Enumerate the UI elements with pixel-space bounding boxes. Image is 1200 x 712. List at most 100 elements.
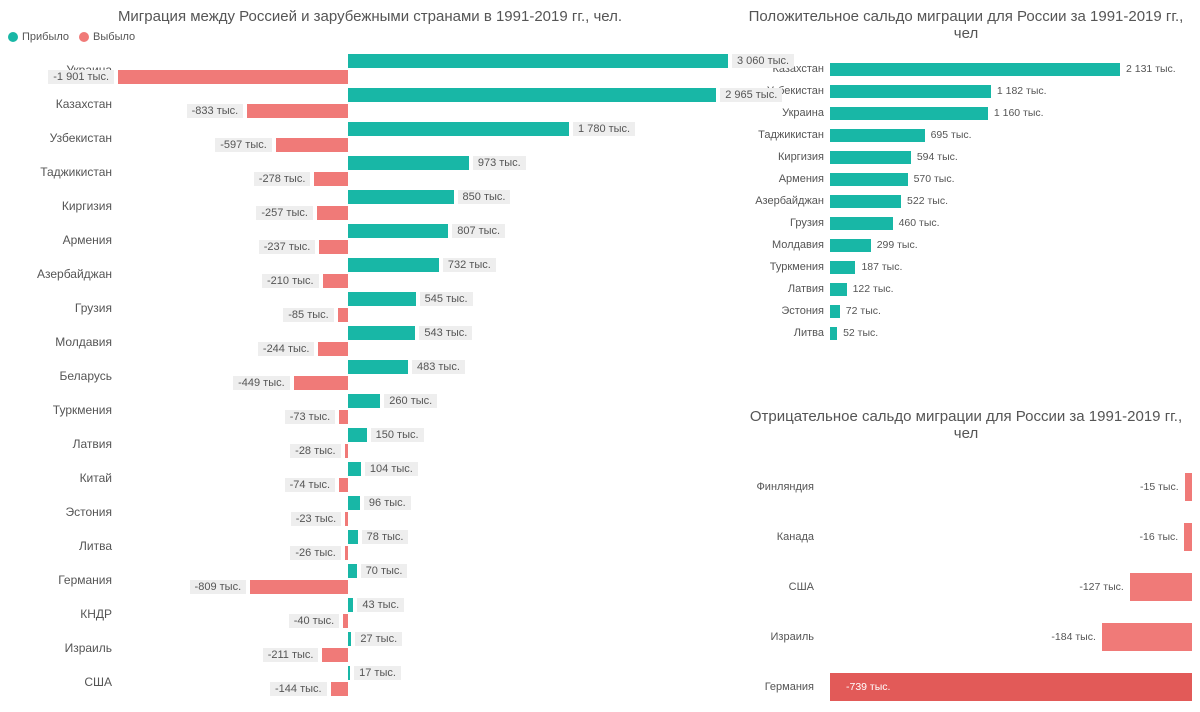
pos-bar	[348, 428, 367, 442]
pos-bar	[348, 360, 408, 374]
right-bottom-rows: Финляндия-15 тыс.Канада-16 тыс. США-127 т…	[740, 462, 1192, 712]
neg-bar-container: -26 тыс.	[290, 546, 348, 560]
pos-value-label: 104 тыс.	[365, 462, 418, 476]
neg-value-label: -23 тыс.	[291, 512, 341, 526]
neg-bar	[323, 274, 348, 288]
neg-bar-container: -85 тыс.	[283, 308, 348, 322]
neg-bar-container: -23 тыс.	[291, 512, 348, 526]
diverging-bars: 543 тыс.-244 тыс.	[118, 325, 732, 359]
neg-bar-container: -597 тыс.	[215, 138, 348, 152]
balance-neg-row: Финляндия-15 тыс.	[740, 462, 1192, 512]
neg-bar	[345, 546, 348, 560]
neg-balance-bar	[1130, 573, 1192, 601]
diverging-row: США17 тыс.-144 тыс.	[8, 665, 732, 699]
balance-pos-row: Туркмения187 тыс.	[740, 256, 1192, 278]
country-label: Израиль	[740, 631, 820, 643]
value-label: -184 тыс.	[1051, 631, 1095, 643]
neg-bar	[345, 444, 348, 458]
pos-value-label: 78 тыс.	[362, 530, 409, 544]
pos-value-label: 545 тыс.	[420, 292, 473, 306]
pos-bar-container: 1 780 тыс.	[348, 122, 635, 136]
country-label: Киргизия	[8, 199, 118, 213]
diverging-bars: 78 тыс. -26 тыс.	[118, 529, 732, 563]
diverging-bars: 104 тыс. -74 тыс.	[118, 461, 732, 495]
value-label: 187 тыс.	[861, 261, 902, 273]
diverging-row: Молдавия543 тыс.-244 тыс.	[8, 325, 732, 359]
diverging-row: Туркмения260 тыс.-73 тыс.	[8, 393, 732, 427]
bar-wrap: 122 тыс.	[830, 278, 1192, 300]
pos-bar-container: 3 060 тыс.	[348, 54, 794, 68]
diverging-bars: 732 тыс. -210 тыс.	[118, 257, 732, 291]
country-label: Молдавия	[740, 239, 830, 251]
bar-wrap: 72 тыс.	[830, 300, 1192, 322]
pos-bar	[348, 224, 448, 238]
neg-bar-container: -28 тыс.	[290, 444, 348, 458]
pos-bar-container: 807 тыс.	[348, 224, 505, 238]
bar-wrap: 299 тыс.	[830, 234, 1192, 256]
neg-bar-container: -210 тыс.	[262, 274, 348, 288]
pos-bar	[348, 326, 415, 340]
neg-value-label: -144 тыс.	[270, 682, 327, 696]
country-label: Армения	[740, 173, 830, 185]
bar-wrap: -15 тыс.	[820, 462, 1192, 512]
diverging-row: Грузия545 тыс.-85 тыс.	[8, 291, 732, 325]
country-label: Таджикистан	[8, 165, 118, 179]
bar-wrap: 2 131 тыс.	[830, 58, 1192, 80]
diverging-bars: 260 тыс.-73 тыс.	[118, 393, 732, 427]
pos-bar-container: 2 965 тыс.	[348, 88, 782, 102]
neg-bar	[247, 104, 348, 118]
pos-bar	[348, 258, 439, 272]
pos-value-label: 2 965 тыс.	[720, 88, 782, 102]
left-chart-legend: Прибыло Выбыло	[8, 31, 732, 43]
pos-bar-container: 260 тыс.	[348, 394, 437, 408]
pos-balance-bar	[830, 305, 840, 318]
diverging-bars: 17 тыс.-144 тыс.	[118, 665, 732, 699]
bar-wrap: 460 тыс.	[830, 212, 1192, 234]
value-label: 594 тыс.	[917, 151, 958, 163]
neg-bar-container: -449 тыс.	[233, 376, 348, 390]
balance-neg-row: Германия-739 тыс.	[740, 662, 1192, 712]
neg-balance-bar	[1185, 473, 1192, 501]
pos-value-label: 1 780 тыс.	[573, 122, 635, 136]
diverging-row: Киргизия850 тыс.-257 тыс.	[8, 189, 732, 223]
pos-value-label: 732 тыс.	[443, 258, 496, 272]
diverging-bars: 483 тыс.-449 тыс.	[118, 359, 732, 393]
balance-pos-row: Таджикистан695 тыс.	[740, 124, 1192, 146]
diverging-row: Германия70 тыс.-809 тыс.	[8, 563, 732, 597]
neg-bar-container: -144 тыс.	[270, 682, 348, 696]
pos-value-label: 3 060 тыс.	[732, 54, 794, 68]
neg-value-label: -74 тыс.	[285, 478, 335, 492]
value-label: -739 тыс.	[838, 681, 890, 693]
pos-bar	[348, 54, 728, 68]
diverging-bars: 850 тыс.-257 тыс.	[118, 189, 732, 223]
diverging-bars: 1 780 тыс. -597 тыс.	[118, 121, 732, 155]
balance-pos-row: Грузия 460 тыс.	[740, 212, 1192, 234]
diverging-row: КНДР43 тыс.-40 тыс.	[8, 597, 732, 631]
balance-neg-row: Канада-16 тыс.	[740, 512, 1192, 562]
pos-bar	[348, 88, 716, 102]
right-top-title: Положительное сальдо миграции для России…	[740, 8, 1192, 42]
value-label: 460 тыс.	[899, 217, 940, 229]
neg-bar	[250, 580, 348, 594]
balance-pos-row: Литва52 тыс.	[740, 322, 1192, 344]
balance-pos-row: Украина1 160 тыс.	[740, 102, 1192, 124]
neg-value-label: -237 тыс.	[259, 240, 316, 254]
country-label: Молдавия	[8, 335, 118, 349]
pos-bar	[348, 598, 353, 612]
pos-value-label: 70 тыс.	[361, 564, 408, 578]
balance-pos-row: Молдавия299 тыс.	[740, 234, 1192, 256]
country-label: США	[740, 581, 820, 593]
pos-bar	[348, 156, 469, 170]
pos-balance-bar	[830, 327, 837, 340]
bar-wrap: 570 тыс.	[830, 168, 1192, 190]
neg-bar-container: -809 тыс.	[190, 580, 348, 594]
balance-pos-row: Казахстан2 131 тыс.	[740, 58, 1192, 80]
country-label: Эстония	[8, 505, 118, 519]
bar-wrap: -184 тыс.	[820, 612, 1192, 662]
bar-wrap: -127 тыс.	[820, 562, 1192, 612]
diverging-bars: 96 тыс.-23 тыс.	[118, 495, 732, 529]
bar-wrap: 695 тыс.	[830, 124, 1192, 146]
pos-value-label: 807 тыс.	[452, 224, 505, 238]
country-label: Грузия	[740, 217, 830, 229]
pos-value-label: 43 тыс.	[357, 598, 404, 612]
